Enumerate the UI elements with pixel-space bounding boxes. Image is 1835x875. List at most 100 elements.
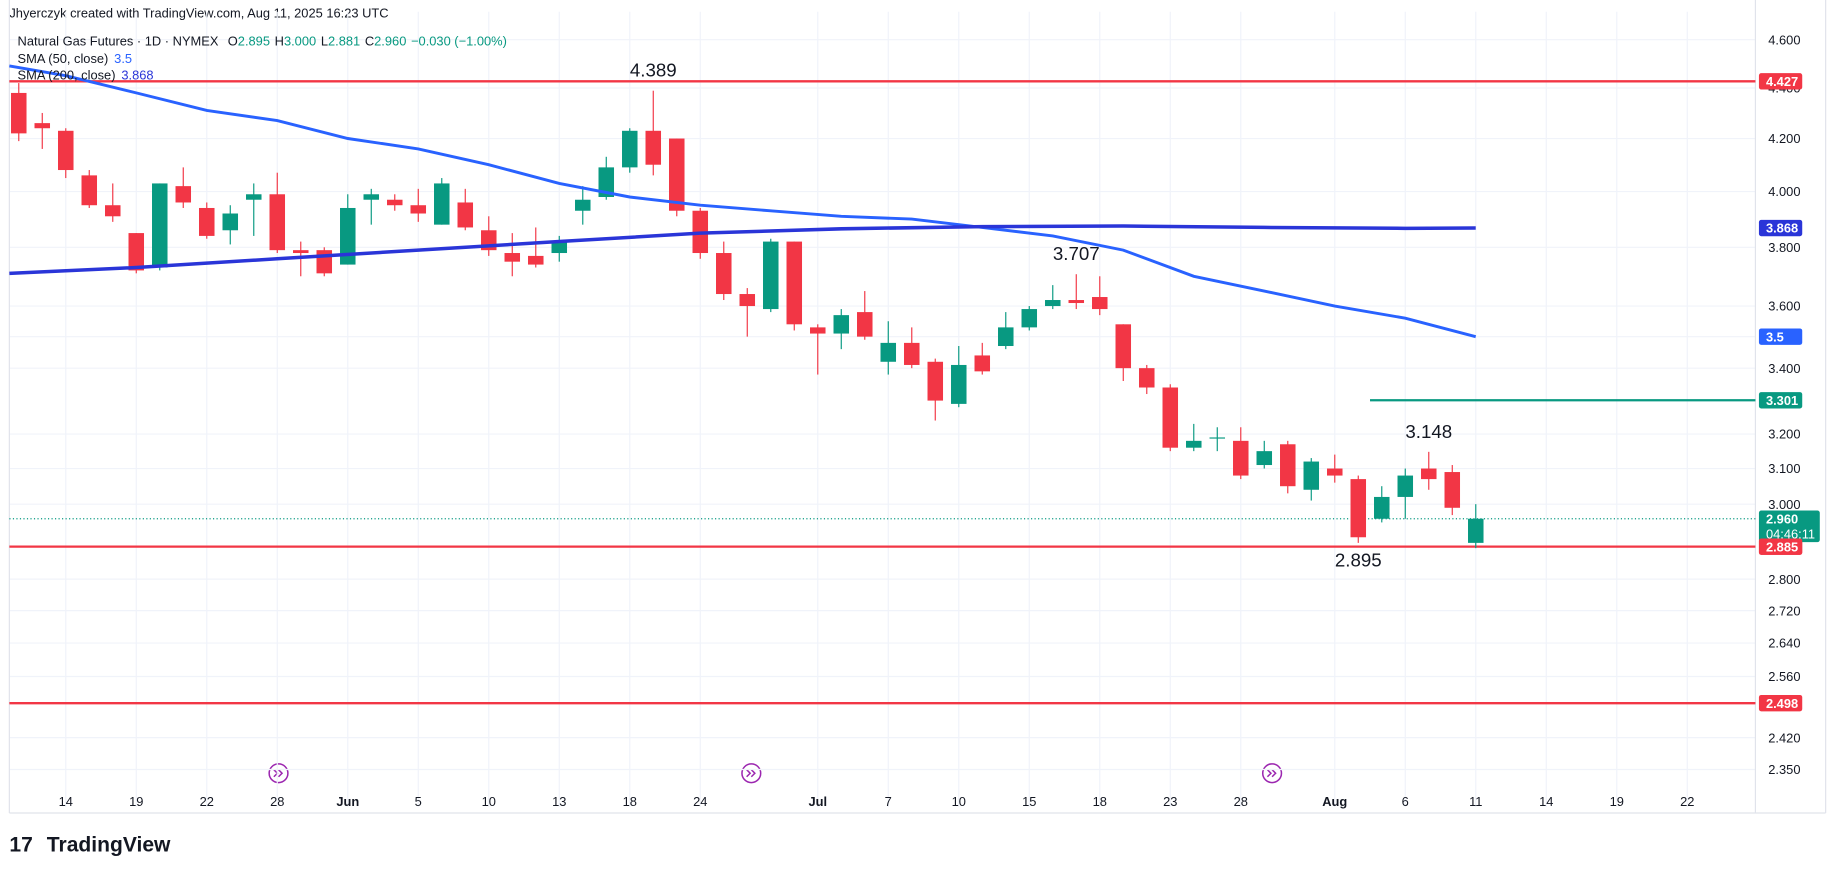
candle-body — [528, 255, 544, 265]
x-tick-label: 23 — [1163, 794, 1177, 809]
legend-key: H — [275, 34, 284, 49]
candle-body — [1186, 440, 1202, 448]
sma-tag — [1758, 219, 1803, 237]
y-tick-label: 3.800 — [1768, 240, 1800, 255]
candle-body — [739, 294, 756, 307]
candle-body — [786, 241, 803, 325]
replay-icon[interactable] — [741, 763, 762, 784]
x-tick-label: 19 — [1610, 794, 1624, 809]
y-tick-label: 3.000 — [1768, 497, 1800, 512]
candle-body — [363, 194, 380, 200]
candle-body — [598, 167, 615, 197]
x-tick-label: 24 — [693, 794, 707, 809]
candle-body — [316, 250, 333, 274]
countdown: 04:46:11 — [1766, 527, 1815, 542]
candle-body — [1162, 387, 1179, 448]
legend-series: SMA (50, close) 3.5 — [18, 51, 133, 66]
legend-key: C — [365, 34, 374, 49]
candle-body — [927, 361, 944, 401]
x-tick-label: 15 — [1022, 794, 1036, 809]
candle-body — [128, 233, 145, 271]
candle-body — [974, 355, 991, 372]
price-annotation: 3.707 — [1053, 243, 1100, 264]
x-tick-label: 10 — [952, 794, 966, 809]
candle-body — [410, 205, 427, 214]
candle-body — [645, 130, 662, 165]
y-tick-label: 2.720 — [1768, 603, 1800, 618]
price-annotation: 2.895 — [1335, 549, 1382, 570]
price-annotation: 4.389 — [630, 60, 677, 81]
candle-body — [810, 327, 826, 334]
y-tick-label: 4.200 — [1768, 131, 1800, 146]
candle-body — [1092, 297, 1108, 310]
candle-body — [1045, 300, 1061, 307]
candle-body — [1115, 324, 1132, 369]
candle-body — [716, 253, 732, 295]
legend-key: O — [228, 34, 238, 49]
legend-key: L — [321, 34, 328, 49]
candle-body — [1468, 518, 1484, 543]
candle-body — [1139, 368, 1155, 388]
candle-body — [34, 123, 51, 129]
replay-icon[interactable] — [268, 763, 289, 784]
x-tick-label: 13 — [552, 794, 566, 809]
sma-line — [9, 224, 1476, 276]
x-tick-label: 5 — [415, 794, 422, 809]
legend-symbol: Natural Gas Futures · 1D · NYMEX — [18, 34, 219, 49]
candle-body — [1256, 451, 1273, 466]
sma-tag-label: 3.5 — [1766, 329, 1784, 344]
candle-body — [1444, 472, 1461, 508]
candle-body — [1374, 496, 1390, 519]
candle-body — [1397, 475, 1414, 497]
y-tick-label: 4.600 — [1768, 32, 1800, 47]
candle-body — [504, 253, 521, 262]
x-tick-label: 10 — [482, 794, 496, 809]
y-tick-label: 2.560 — [1768, 669, 1800, 684]
legend-series-value: 3.5 — [114, 51, 132, 66]
x-tick-label: 18 — [623, 794, 637, 809]
x-tick-label: 18 — [1093, 794, 1107, 809]
candle-body — [387, 199, 403, 206]
x-tick-label: 22 — [1680, 794, 1694, 809]
candle-body — [1421, 468, 1437, 480]
level-tag-label: 2.885 — [1766, 539, 1798, 554]
candle-body — [1068, 300, 1085, 304]
legend-series-value: 3.868 — [121, 68, 153, 83]
sma-tag — [1758, 328, 1803, 345]
candle-body — [246, 194, 262, 200]
level-tag — [1758, 73, 1803, 90]
y-tick-label: 2.420 — [1768, 730, 1800, 745]
candle-body — [1303, 461, 1320, 490]
y-tick-label: 4.000 — [1768, 184, 1800, 199]
candle-body — [904, 342, 920, 365]
last-price-label: 2.960 — [1766, 511, 1798, 526]
x-tick-label: 11 — [1469, 794, 1482, 809]
logo-mark: 17 — [9, 834, 32, 857]
y-tick-label: 3.400 — [1768, 361, 1800, 376]
level-tag-label: 4.427 — [1766, 74, 1798, 89]
candle-body — [1021, 309, 1038, 328]
candle-body — [81, 175, 98, 206]
candle-body — [1327, 468, 1343, 476]
legend-value: 3.000 — [284, 34, 316, 49]
x-tick-label: 19 — [129, 794, 143, 809]
x-tick-label: Aug — [1322, 794, 1347, 809]
sma-line — [9, 64, 1477, 339]
logo: TradingView — [47, 834, 171, 857]
level-tag-label: 3.301 — [1766, 393, 1798, 408]
candle-body — [105, 205, 121, 217]
legend-change: −0.030 (−1.00%) — [411, 34, 507, 49]
y-tick-label: 2.640 — [1768, 636, 1800, 651]
candle-body — [622, 130, 638, 168]
level-tag — [1758, 538, 1803, 555]
candle-body — [11, 92, 27, 134]
candle-body — [880, 342, 897, 362]
candle-body — [434, 183, 450, 225]
sma-tag-label: 3.868 — [1766, 221, 1798, 236]
replay-icon[interactable] — [1261, 763, 1283, 784]
legend-value: 2.895 — [238, 34, 270, 49]
x-tick-label: 7 — [885, 794, 892, 809]
candle-body — [833, 315, 850, 334]
